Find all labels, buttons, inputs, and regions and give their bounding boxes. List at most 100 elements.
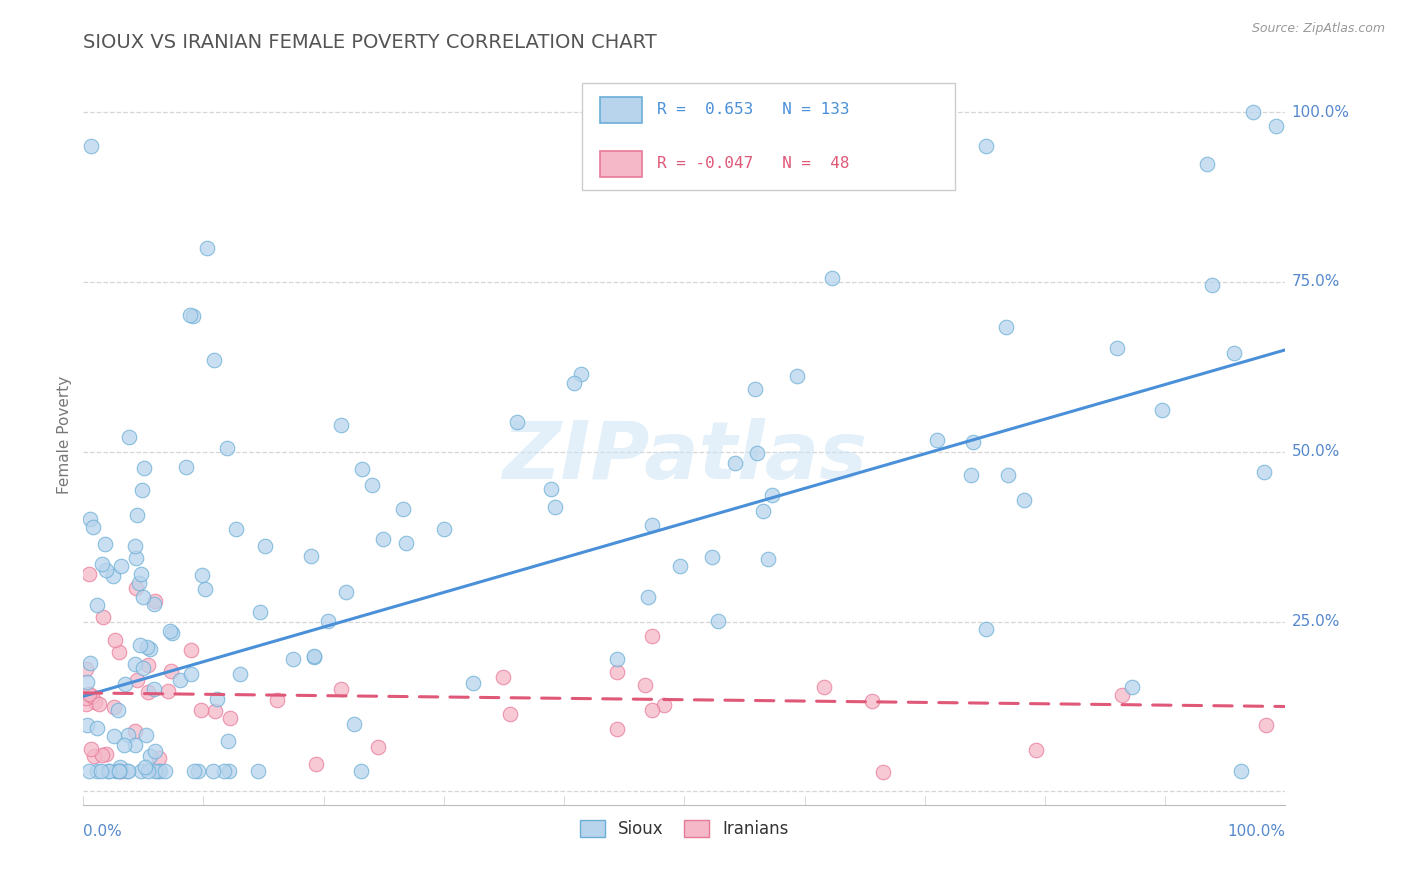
Point bbox=[1256, 718, 1278, 732]
Point bbox=[329, 417, 352, 432]
Point bbox=[139, 749, 162, 764]
Point bbox=[149, 764, 172, 778]
Point bbox=[80, 689, 103, 703]
Point bbox=[124, 738, 146, 752]
Point bbox=[700, 549, 723, 564]
Point bbox=[114, 677, 136, 691]
Point bbox=[634, 678, 657, 692]
Point bbox=[506, 415, 529, 429]
Point bbox=[786, 369, 808, 384]
Legend: Sioux, Iranians: Sioux, Iranians bbox=[574, 814, 796, 845]
Point bbox=[128, 575, 150, 590]
Point bbox=[304, 650, 326, 665]
Point bbox=[98, 764, 121, 778]
Point bbox=[562, 376, 585, 390]
Point bbox=[217, 733, 239, 747]
Point bbox=[181, 309, 204, 323]
Text: 50.0%: 50.0% bbox=[1291, 444, 1340, 459]
Point bbox=[1230, 764, 1253, 778]
Point bbox=[125, 508, 148, 522]
Point bbox=[974, 139, 997, 153]
Point bbox=[499, 707, 522, 722]
Point bbox=[107, 703, 129, 717]
Point bbox=[180, 666, 202, 681]
Point bbox=[143, 594, 166, 608]
Point bbox=[156, 684, 179, 698]
Point bbox=[371, 532, 394, 546]
Text: 0.0%: 0.0% bbox=[83, 823, 122, 838]
Point bbox=[253, 539, 276, 553]
Text: SIOUX VS IRANIAN FEMALE POVERTY CORRELATION CHART: SIOUX VS IRANIAN FEMALE POVERTY CORRELAT… bbox=[83, 33, 657, 52]
Text: 75.0%: 75.0% bbox=[1291, 275, 1340, 289]
Point bbox=[103, 569, 125, 583]
Point bbox=[463, 676, 485, 690]
Point bbox=[110, 559, 132, 574]
Point bbox=[136, 640, 159, 655]
Text: Source: ZipAtlas.com: Source: ZipAtlas.com bbox=[1251, 22, 1385, 36]
Point bbox=[316, 614, 339, 628]
Point bbox=[127, 673, 149, 687]
Point bbox=[756, 552, 779, 566]
Point bbox=[143, 681, 166, 696]
Text: 100.0%: 100.0% bbox=[1291, 104, 1350, 120]
Point bbox=[394, 536, 416, 550]
Point bbox=[83, 695, 105, 709]
Point bbox=[90, 764, 112, 778]
Point bbox=[86, 722, 108, 736]
Point bbox=[962, 434, 984, 449]
Point bbox=[860, 694, 883, 708]
Point bbox=[76, 675, 98, 690]
Point bbox=[1201, 278, 1223, 293]
Point bbox=[225, 522, 247, 536]
Point bbox=[1253, 465, 1275, 479]
Point bbox=[202, 764, 225, 778]
Point bbox=[1152, 403, 1174, 417]
Point bbox=[83, 748, 105, 763]
Point bbox=[107, 764, 129, 778]
Point bbox=[115, 764, 138, 778]
Point bbox=[1241, 105, 1264, 120]
Point bbox=[86, 764, 108, 778]
Point bbox=[93, 609, 115, 624]
Point bbox=[134, 760, 156, 774]
Point bbox=[117, 727, 139, 741]
Text: R = -0.047   N =  48: R = -0.047 N = 48 bbox=[657, 156, 849, 171]
Point bbox=[1111, 688, 1133, 702]
Point bbox=[183, 764, 205, 778]
Point bbox=[960, 467, 983, 482]
Point bbox=[215, 441, 238, 455]
Point bbox=[652, 698, 675, 712]
Point bbox=[190, 703, 212, 717]
Point bbox=[350, 764, 373, 778]
Point bbox=[125, 551, 148, 566]
Point bbox=[132, 590, 155, 604]
Point bbox=[249, 605, 271, 619]
Point bbox=[143, 744, 166, 758]
Point bbox=[641, 629, 664, 643]
Point bbox=[124, 724, 146, 739]
Point bbox=[872, 764, 894, 779]
Point bbox=[1105, 341, 1128, 355]
Point bbox=[75, 698, 97, 712]
Point bbox=[118, 430, 141, 444]
Point bbox=[191, 568, 214, 582]
Point bbox=[108, 764, 131, 778]
Point bbox=[194, 582, 217, 596]
Y-axis label: Female Poverty: Female Poverty bbox=[58, 376, 72, 494]
Point bbox=[283, 651, 305, 665]
Point bbox=[540, 483, 562, 497]
Point bbox=[125, 581, 148, 595]
Point bbox=[104, 764, 127, 778]
Point bbox=[813, 681, 835, 695]
Point bbox=[110, 764, 132, 778]
Point bbox=[139, 641, 162, 656]
Point bbox=[606, 722, 628, 736]
Point bbox=[117, 764, 139, 778]
Point bbox=[195, 241, 218, 255]
Point bbox=[606, 651, 628, 665]
Point bbox=[179, 309, 201, 323]
Point bbox=[153, 764, 176, 778]
Point bbox=[97, 764, 120, 778]
Point bbox=[132, 461, 155, 475]
Point bbox=[821, 271, 844, 285]
